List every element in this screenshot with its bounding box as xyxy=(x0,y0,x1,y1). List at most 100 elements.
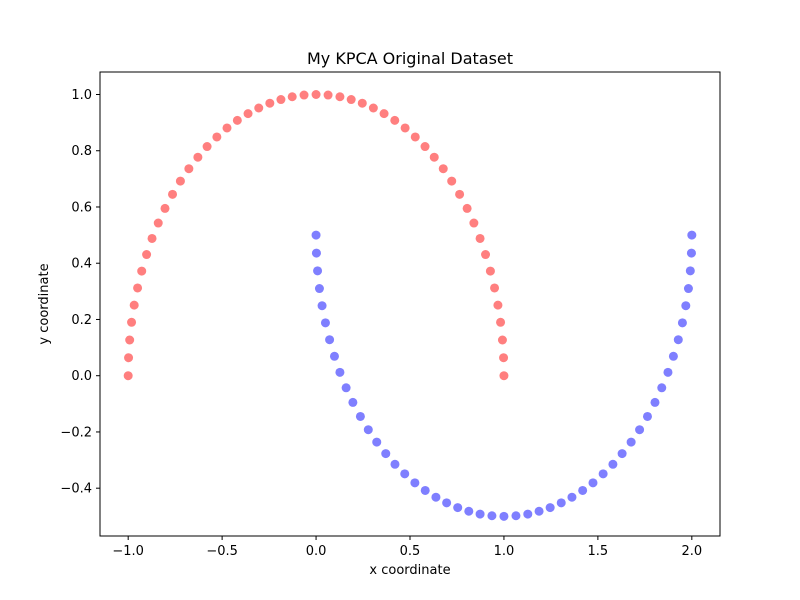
data-point-series-0 xyxy=(311,90,321,99)
data-point-series-0 xyxy=(368,103,378,113)
data-point-series-0 xyxy=(481,250,491,260)
data-point-series-1 xyxy=(635,425,645,435)
data-point-series-0 xyxy=(346,95,356,105)
data-point-series-1 xyxy=(677,318,687,328)
data-point-series-1 xyxy=(523,509,533,519)
chart-title: My KPCA Original Dataset xyxy=(307,49,513,68)
data-point-series-0 xyxy=(429,152,439,162)
data-point-series-1 xyxy=(390,459,400,469)
data-point-series-0 xyxy=(469,218,479,228)
data-point-series-1 xyxy=(381,449,391,459)
data-point-series-0 xyxy=(133,283,143,293)
data-point-series-0 xyxy=(124,353,134,363)
y-axis-ticks: −0.4 −0.2 0.0 0.2 0.4 0.6 0.8 1.0 xyxy=(60,88,100,497)
data-point-series-0 xyxy=(153,218,163,228)
data-point-series-1 xyxy=(311,248,321,258)
y-tick-label: 0.6 xyxy=(71,200,92,215)
data-point-series-0 xyxy=(357,98,367,108)
data-point-series-1 xyxy=(567,492,577,502)
data-point-series-1 xyxy=(608,459,618,469)
data-point-series-1 xyxy=(335,367,345,377)
x-tick-label: 2.0 xyxy=(681,544,702,559)
data-point-series-0 xyxy=(490,283,500,293)
data-point-series-1 xyxy=(320,318,330,328)
data-point-series-0 xyxy=(493,300,503,310)
data-point-series-0 xyxy=(212,132,222,142)
data-point-series-1 xyxy=(545,503,555,513)
x-tick-label: 0.0 xyxy=(306,544,327,559)
data-point-series-1 xyxy=(642,411,652,421)
data-point-series-1 xyxy=(487,511,497,521)
data-point-series-1 xyxy=(598,469,608,479)
data-point-series-1 xyxy=(534,506,544,516)
x-tick-label: −1.0 xyxy=(112,544,144,559)
data-point-series-1 xyxy=(475,509,485,519)
x-tick-label: 0.5 xyxy=(400,544,421,559)
data-point-series-1 xyxy=(578,485,588,495)
data-point-series-1 xyxy=(410,478,420,488)
data-point-series-0 xyxy=(475,233,485,243)
data-point-series-1 xyxy=(663,367,673,377)
data-point-series-0 xyxy=(497,335,507,345)
data-point-series-0 xyxy=(496,317,506,327)
y-tick-label: 1.0 xyxy=(71,88,92,103)
data-point-series-0 xyxy=(287,92,297,102)
data-point-series-0 xyxy=(127,317,137,327)
data-point-series-1 xyxy=(685,266,695,276)
data-point-series-0 xyxy=(455,189,465,199)
data-point-series-1 xyxy=(650,397,660,407)
y-tick-label: −0.2 xyxy=(60,425,92,440)
data-point-series-0 xyxy=(335,92,345,102)
x-tick-label: −0.5 xyxy=(206,544,238,559)
data-point-series-0 xyxy=(125,335,135,345)
x-tick-label: 1.0 xyxy=(494,544,515,559)
data-point-series-1 xyxy=(442,498,452,508)
data-point-series-1 xyxy=(657,383,667,393)
data-point-series-1 xyxy=(348,397,358,407)
data-point-series-1 xyxy=(464,506,474,516)
data-point-series-0 xyxy=(276,95,286,105)
data-point-series-1 xyxy=(668,351,678,361)
x-axis-ticks: −1.0 −0.5 0.0 0.5 1.0 1.5 2.0 xyxy=(112,536,702,559)
data-point-series-1 xyxy=(355,411,365,421)
data-point-series-0 xyxy=(123,371,133,381)
data-point-series-1 xyxy=(314,284,324,294)
data-point-series-0 xyxy=(184,164,194,174)
y-tick-label: 0.8 xyxy=(71,144,92,159)
data-point-series-1 xyxy=(363,425,373,435)
data-point-series-0 xyxy=(137,266,147,276)
data-point-series-1 xyxy=(400,469,410,479)
data-point-series-1 xyxy=(325,335,335,345)
x-tick-label: 1.5 xyxy=(588,544,609,559)
data-point-series-1 xyxy=(341,383,351,393)
data-point-series-0 xyxy=(243,109,253,119)
data-point-series-1 xyxy=(686,248,696,258)
data-point-series-1 xyxy=(329,351,339,361)
plot-points xyxy=(123,90,697,521)
data-point-series-0 xyxy=(400,123,410,133)
data-point-series-1 xyxy=(313,266,323,276)
data-point-series-0 xyxy=(129,300,139,310)
data-point-series-0 xyxy=(379,109,389,119)
data-point-series-1 xyxy=(511,511,521,521)
data-point-series-1 xyxy=(626,437,636,447)
data-point-series-0 xyxy=(390,115,400,125)
data-point-series-1 xyxy=(453,503,463,513)
data-point-series-0 xyxy=(323,90,333,100)
data-point-series-0 xyxy=(160,203,170,213)
data-point-series-1 xyxy=(617,449,627,459)
data-point-series-0 xyxy=(499,371,509,381)
data-point-series-0 xyxy=(485,266,495,276)
y-tick-label: 0.0 xyxy=(71,369,92,384)
data-point-series-0 xyxy=(175,176,185,186)
data-point-series-0 xyxy=(447,176,457,186)
data-point-series-1 xyxy=(556,498,566,508)
data-point-series-1 xyxy=(431,492,441,502)
y-tick-label: 0.2 xyxy=(71,313,92,328)
data-point-series-1 xyxy=(687,230,697,240)
data-point-series-0 xyxy=(222,123,232,133)
data-point-series-0 xyxy=(299,90,309,100)
data-point-series-0 xyxy=(142,250,152,260)
data-point-series-1 xyxy=(420,485,430,495)
